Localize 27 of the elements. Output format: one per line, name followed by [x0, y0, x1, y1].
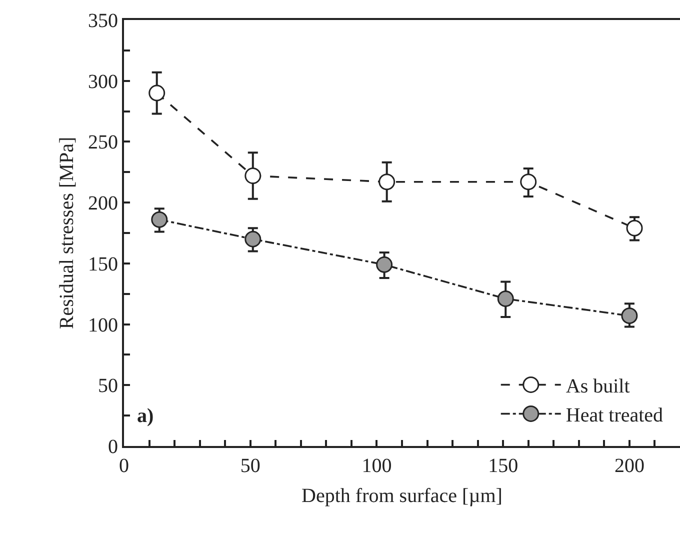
- y-tick-label: 300: [88, 70, 118, 93]
- y-tick-label: 50: [98, 375, 118, 398]
- y-tick-label: 200: [88, 192, 118, 215]
- point: [148, 84, 166, 102]
- point: [376, 256, 393, 273]
- y-tick-label: 0: [108, 436, 118, 458]
- point: [244, 168, 262, 184]
- legend-label: As built: [566, 376, 630, 398]
- x-tick-label: 200: [614, 455, 644, 477]
- legend-label: Heat treated: [566, 404, 664, 427]
- point: [621, 308, 638, 324]
- point: [378, 174, 396, 190]
- point: [626, 220, 643, 236]
- y-tick-label: 350: [88, 10, 118, 32]
- x-tick-label: 100: [362, 455, 392, 477]
- point: [520, 174, 537, 190]
- point: [244, 230, 262, 248]
- x-tick-label: 150: [488, 455, 518, 477]
- y-tick-label: 250: [88, 132, 118, 154]
- x-tick-label: 50: [240, 455, 260, 477]
- y-axis-title: Residual stresses [MPa]: [56, 136, 78, 330]
- annotation: a): [137, 405, 154, 427]
- x-axis-title: Depth from surface [µm]: [302, 485, 502, 507]
- y-tick-label: 150: [88, 253, 118, 276]
- y-tick-label: 100: [88, 314, 118, 336]
- point: [151, 211, 168, 228]
- point: [497, 290, 514, 307]
